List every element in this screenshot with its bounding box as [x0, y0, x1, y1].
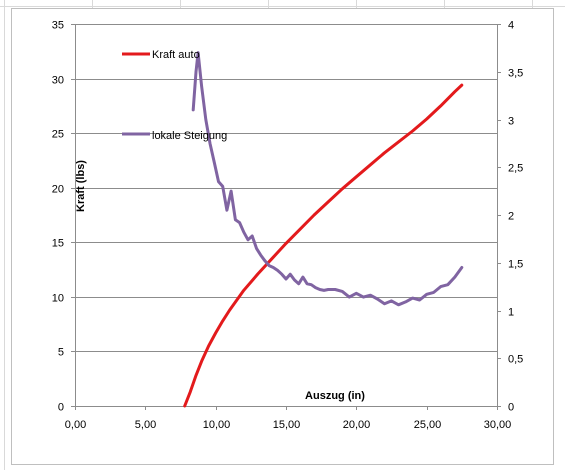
y-tick-label: 15	[52, 238, 64, 250]
y2-tick-label: 0,5	[508, 354, 523, 366]
series-line-lokale-steigung	[191, 51, 464, 307]
y2-tick-label: 3	[508, 116, 514, 128]
y2-tick-label: 2	[508, 211, 514, 223]
y2-tick-label: 1	[508, 307, 514, 319]
y2-tick-label: 2,5	[508, 163, 523, 175]
y-tick-label: 25	[52, 129, 64, 141]
x-tick-label: 0,00	[65, 419, 86, 431]
x-tick-label: 25,00	[414, 419, 442, 431]
axes	[71, 24, 501, 410]
x-tick-label: 10,00	[203, 419, 231, 431]
y2-tick-label: 3,5	[508, 68, 523, 80]
legend-label-kraft-auto: Kraft auto	[152, 49, 200, 61]
y-tick-label: 20	[52, 184, 64, 196]
y2-tick-label: 4	[508, 20, 514, 32]
tick-labels: 0 5 10 15 20 25 30 35 0 0,5 1 1,5 2 2,5 3 3,5 4 0,00 5,00 1…	[52, 20, 524, 432]
y-tick-label: 30	[52, 75, 64, 87]
y2-tick-label: 1,5	[508, 259, 523, 271]
gridlines	[75, 24, 497, 352]
x-axis-title: Auszug (in)	[305, 390, 365, 402]
x-tick-label: 30,00	[484, 419, 512, 431]
chart-frame	[11, 8, 554, 465]
legend: Kraft auto lokale Steigung	[122, 49, 227, 142]
legend-label-lokale-steigung: lokale Steigung	[152, 130, 227, 142]
series	[183, 51, 464, 408]
x-tick-label: 5,00	[135, 419, 156, 431]
x-tick-label: 20,00	[343, 419, 371, 431]
y-tick-label: 5	[58, 347, 64, 359]
y-tick-label: 10	[52, 293, 64, 305]
x-tick-label: 15,00	[273, 419, 301, 431]
y2-tick-label: 0	[508, 402, 514, 414]
y-axis-title: Kraft (lbs)	[75, 160, 87, 212]
y-tick-label: 35	[52, 20, 64, 32]
y-tick-label: 0	[58, 402, 64, 414]
series-line-kraft-auto	[183, 83, 464, 408]
